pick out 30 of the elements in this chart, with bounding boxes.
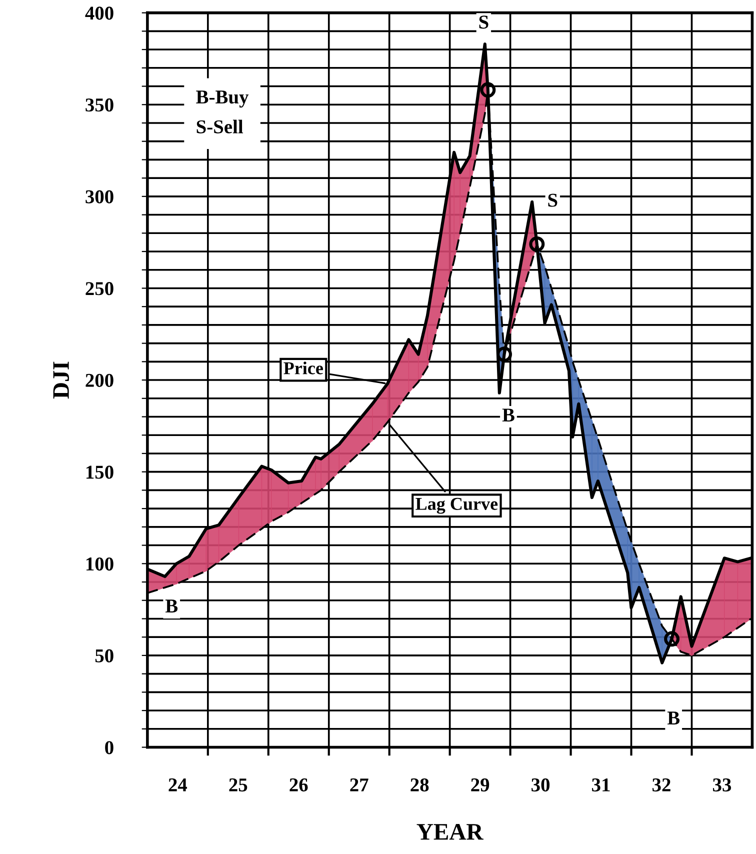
- annotation: B: [165, 600, 178, 612]
- x-tick-label: 30: [532, 778, 550, 792]
- annotation: B: [502, 408, 514, 422]
- y-tick-label: 0: [105, 741, 114, 754]
- y-tick-label: 300: [86, 190, 114, 204]
- x-tick-label: 29: [471, 778, 490, 792]
- y-tick-label: 150: [86, 466, 114, 479]
- annotation: B-Buy: [196, 90, 249, 108]
- annotation: S: [479, 16, 488, 29]
- x-tick-label: 25: [229, 778, 248, 792]
- x-tick-label: 27: [350, 778, 368, 792]
- y-tick-label: 50: [95, 649, 114, 662]
- y-tick-label: 350: [86, 98, 114, 112]
- y-tick-label: 200: [86, 374, 114, 387]
- y-tick-label: 250: [86, 282, 114, 296]
- x-tick-label: 33: [712, 778, 732, 792]
- annotation: B: [667, 712, 680, 724]
- x-tick-label: 31: [592, 778, 610, 792]
- legend-label: Price: [284, 362, 323, 374]
- y-tick-label: 400: [85, 6, 114, 20]
- x-tick-label: 24: [168, 778, 188, 792]
- x-tick-label: 32: [652, 778, 670, 792]
- annotation: S: [548, 194, 558, 207]
- x-tick-label: 26: [290, 778, 308, 792]
- y-axis-title: DJI: [53, 362, 70, 399]
- annotation: S-Sell: [196, 120, 244, 134]
- y-tick-label: 100: [86, 557, 114, 571]
- x-axis-title: YEAR: [416, 824, 484, 840]
- x-tick-label: 28: [410, 778, 429, 792]
- text: Lag Curve: [416, 498, 498, 514]
